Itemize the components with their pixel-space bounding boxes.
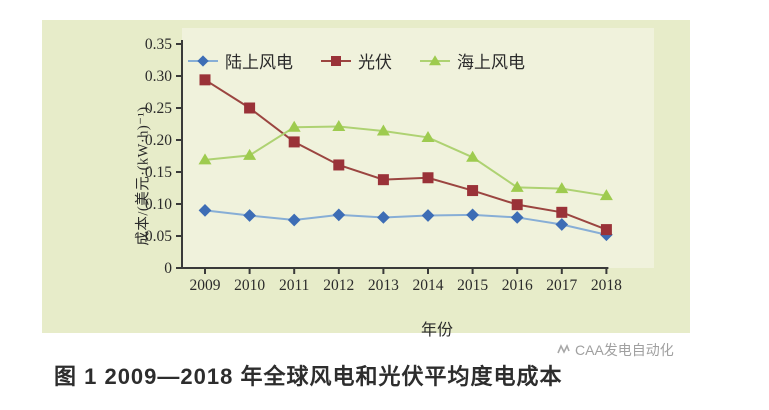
legend-label-offshore-wind: 海上风电: [457, 53, 525, 72]
series-2-marker-2009: [198, 153, 212, 165]
series-1-marker-2011: [288, 136, 300, 148]
series-1-marker-2012: [333, 159, 345, 171]
series-1-marker-2009: [199, 74, 211, 86]
series-2-marker-2015: [466, 150, 480, 162]
y-axis-title: 成本/(美元·(kW·h)⁻¹): [135, 106, 152, 246]
x-tick-label: 2016: [502, 277, 533, 294]
series-2-marker-2011: [287, 120, 301, 132]
x-tick-label: 2012: [323, 277, 354, 294]
x-tick-label: 2015: [457, 277, 488, 294]
x-tick-label: 2014: [413, 277, 444, 294]
x-tick-label: 2011: [279, 277, 309, 294]
legend-line-sample-offshore: [420, 54, 450, 65]
series-2-marker-2014: [421, 130, 435, 142]
x-tick-label: 2013: [368, 277, 399, 294]
y-tick-label: 0.10: [145, 196, 172, 213]
x-tick-label: 2010: [234, 277, 265, 294]
y-tick-label: 0.25: [145, 100, 172, 117]
series-2-line: [204, 125, 607, 197]
series-0-line: [204, 209, 607, 236]
series-2-marker-2013: [376, 124, 390, 136]
legend-line-sample-onshore: [188, 54, 218, 67]
legend-label-pv: 光伏: [358, 53, 392, 72]
x-axis-title: 年份: [420, 322, 454, 339]
series-1-marker-2015: [467, 185, 479, 197]
y-tick-label: 0: [164, 260, 172, 277]
legend-item-pv: 光伏: [321, 48, 392, 73]
x-tick-label: 2018: [591, 277, 622, 294]
y-tick-label: 0.15: [145, 164, 172, 181]
series-2-marker-2016: [510, 180, 524, 192]
series-2-marker-2018: [599, 189, 613, 201]
caa-logo-icon: [556, 343, 571, 357]
series-0-marker-2009: [198, 204, 212, 217]
series-0-marker-2012: [332, 208, 346, 222]
series-1-marker-2010: [244, 102, 256, 114]
chart-panel: 0 0.05 0.10 0.15 0.20 0.25 0.30 0.35 2009 2010 201…: [42, 20, 690, 339]
legend-label-onshore-wind: 陆上风电: [225, 53, 293, 72]
x-tick-label: 2017: [546, 277, 577, 294]
figure-caption: 图 1 2009—2018 年全球风电和光伏平均度电成本: [54, 364, 563, 389]
series-1-marker-2018: [600, 224, 612, 236]
series-0-marker-2014: [421, 209, 435, 222]
y-tick-label: 0.30: [145, 68, 172, 85]
series-1-marker-2017: [556, 206, 568, 218]
series-2-marker-2012: [332, 120, 346, 132]
diamond-marker-icon: [197, 54, 209, 67]
series-1-marker-2014: [422, 172, 434, 184]
y-tick-label: 0.20: [145, 132, 172, 149]
chart-plot: 0 0.05 0.10 0.15 0.20 0.25 0.30 0.35 2009 2010 201…: [145, 28, 654, 294]
series-2-marker-2010: [243, 148, 257, 160]
legend-item-offshore-wind: 海上风电: [420, 48, 525, 73]
x-tick-label: 2009: [190, 277, 221, 294]
triangle-marker-icon: [429, 54, 441, 65]
chart-legend: 陆上风电 光伏 海上风电: [188, 48, 525, 73]
watermark-text: CAA发电自动化: [575, 342, 674, 358]
y-tick-label: 0.05: [145, 228, 172, 245]
square-marker-icon: [331, 55, 341, 66]
series-0-marker-2010: [243, 209, 256, 222]
series-2-marker-2017: [555, 182, 569, 194]
legend-line-sample-pv: [321, 55, 351, 66]
series-0-marker-2015: [466, 208, 479, 222]
legend-item-onshore-wind: 陆上风电: [188, 48, 293, 73]
watermark: CAA发电自动化: [556, 340, 674, 360]
series-1-marker-2013: [377, 174, 389, 186]
series-1-line: [204, 78, 607, 231]
y-tick-label: 0.35: [145, 36, 172, 53]
series-1-marker-2016: [511, 199, 523, 211]
series-0-marker-2013: [377, 211, 390, 224]
